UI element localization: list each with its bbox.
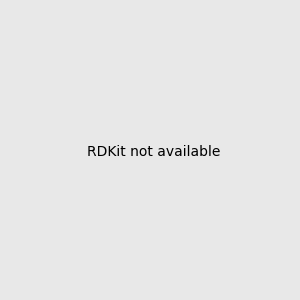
Text: RDKit not available: RDKit not available xyxy=(87,145,220,158)
